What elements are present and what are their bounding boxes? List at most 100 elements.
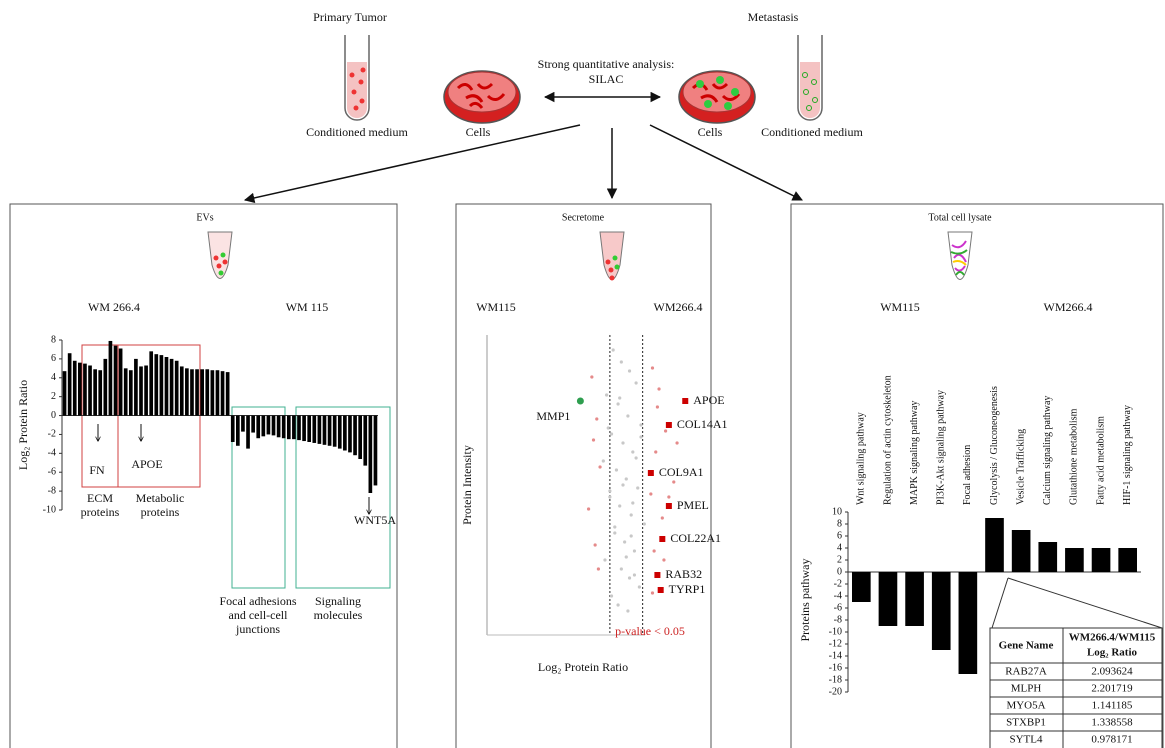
bar bbox=[236, 416, 240, 446]
point bbox=[662, 558, 665, 561]
y-tick-label: -18 bbox=[829, 674, 842, 685]
bar bbox=[119, 349, 123, 416]
table-header: Log₂ Ratio bbox=[1087, 647, 1138, 659]
point bbox=[664, 429, 667, 432]
bar bbox=[78, 363, 82, 416]
point bbox=[631, 501, 634, 504]
point bbox=[598, 465, 601, 468]
point bbox=[587, 507, 590, 510]
bar bbox=[879, 572, 898, 626]
point bbox=[597, 567, 600, 570]
point bbox=[615, 468, 618, 471]
bar bbox=[338, 416, 342, 449]
y-tick-label: -10 bbox=[43, 504, 56, 515]
table-cell: MYO5A bbox=[1006, 700, 1045, 712]
bar bbox=[175, 361, 179, 416]
bar bbox=[63, 371, 67, 415]
table-cell: 2.201719 bbox=[1091, 683, 1133, 695]
primary-tumor-label: Primary Tumor bbox=[313, 10, 387, 24]
point bbox=[590, 375, 593, 378]
annotation: proteins bbox=[141, 505, 180, 519]
point bbox=[608, 495, 611, 498]
point bbox=[594, 543, 597, 546]
point bbox=[675, 441, 678, 444]
point bbox=[657, 387, 660, 390]
point bbox=[608, 489, 611, 492]
bar bbox=[144, 366, 148, 416]
table-cell: STXBP1 bbox=[1006, 717, 1046, 729]
table: Gene Name WM266.4/WM115 Log₂ Ratio RAB27… bbox=[990, 628, 1162, 748]
point bbox=[595, 417, 598, 420]
category-label: Regulation of actin cytoskeleton bbox=[882, 375, 893, 505]
table-cell: MLPH bbox=[1011, 683, 1042, 695]
point bbox=[620, 567, 623, 570]
point bbox=[630, 513, 633, 516]
y-tick-label: 2 bbox=[837, 554, 842, 565]
point bbox=[653, 549, 656, 552]
metastasis-label: Metastasis bbox=[748, 10, 799, 24]
annotation: proteins bbox=[81, 505, 120, 519]
y-tick-label: 2 bbox=[51, 391, 56, 402]
bar bbox=[88, 366, 92, 416]
annotation: Focal adhesions bbox=[220, 594, 297, 608]
bar bbox=[363, 416, 367, 466]
table-header: Gene Name bbox=[999, 640, 1054, 652]
bar bbox=[246, 416, 250, 449]
highlight-point bbox=[666, 503, 672, 509]
group-label: WM 266.4 bbox=[88, 300, 140, 314]
analysis-label: SILAC bbox=[589, 72, 624, 86]
annotation: and cell-cell bbox=[229, 608, 289, 622]
bar bbox=[302, 416, 306, 442]
y-axis-label: Log₂ Protein Ratio bbox=[16, 380, 30, 470]
bar bbox=[93, 369, 97, 415]
bar bbox=[1012, 530, 1031, 572]
bar bbox=[221, 371, 225, 415]
highlight-point bbox=[577, 398, 584, 405]
y-tick-label: 6 bbox=[51, 353, 56, 364]
bar bbox=[267, 416, 271, 435]
point-label: TYRP1 bbox=[669, 582, 706, 596]
point-label: COL14A1 bbox=[677, 417, 728, 431]
highlight-point bbox=[659, 536, 665, 542]
point bbox=[628, 369, 631, 372]
table-cell: 1.338558 bbox=[1091, 717, 1133, 729]
bar bbox=[103, 359, 107, 416]
panel-frame bbox=[10, 204, 397, 748]
bar bbox=[109, 341, 113, 416]
point bbox=[631, 450, 634, 453]
point bbox=[618, 504, 621, 507]
y-tick-label: -2 bbox=[834, 578, 842, 589]
annotation: Metabolic bbox=[136, 491, 185, 505]
y-axis-label: Protein Intensity bbox=[460, 445, 474, 525]
bar bbox=[241, 416, 245, 432]
bar bbox=[165, 357, 169, 416]
group-label: WM266.4 bbox=[654, 300, 703, 314]
annotation: junctions bbox=[235, 622, 280, 636]
lysate-tube-icon bbox=[948, 232, 972, 280]
point bbox=[628, 576, 631, 579]
category-label: Wnt signaling pathway bbox=[856, 412, 867, 505]
point bbox=[654, 450, 657, 453]
bar bbox=[852, 572, 871, 602]
bar bbox=[154, 354, 158, 415]
point bbox=[638, 585, 641, 588]
highlight-point bbox=[658, 587, 664, 593]
zoom-line bbox=[1008, 578, 1162, 628]
point bbox=[651, 366, 654, 369]
point bbox=[592, 438, 595, 441]
cells-label: Cells bbox=[466, 125, 491, 139]
bar bbox=[98, 370, 102, 415]
category-label: Fatty acid metabolism bbox=[1095, 416, 1106, 505]
y-tick-label: 8 bbox=[51, 334, 56, 345]
bar bbox=[261, 416, 265, 437]
table-header: WM266.4/WM115 bbox=[1069, 632, 1156, 644]
category-label: Focal adhesion bbox=[962, 445, 973, 505]
secretome-tube-icon bbox=[600, 232, 624, 281]
dish-left bbox=[444, 71, 520, 123]
annotation: APOE bbox=[131, 457, 162, 471]
y-tick-label: -2 bbox=[48, 429, 56, 440]
point bbox=[626, 414, 629, 417]
bar bbox=[985, 518, 1004, 572]
group-label: WM115 bbox=[476, 300, 516, 314]
y-tick-label: -16 bbox=[829, 662, 842, 673]
